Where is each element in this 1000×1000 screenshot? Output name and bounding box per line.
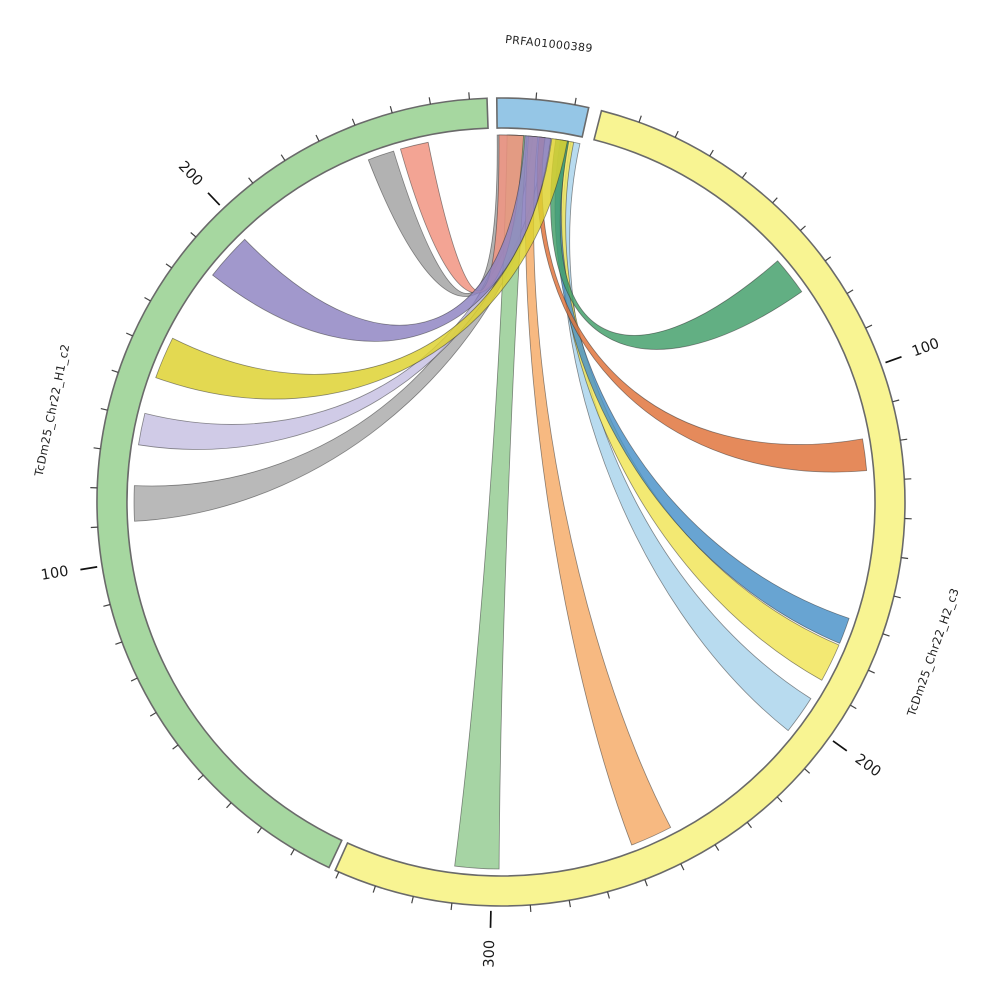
tick-minor-H1-160 [126,332,133,337]
ribbon-purple [211,135,552,342]
tick-label-H2-100: 100 [910,336,941,360]
tick-minor-H2-110 [892,399,900,403]
tick-minor-H2-30 [709,149,714,157]
tick-minor-H1-50 [172,744,179,750]
tick-minor-H2-320 [411,896,414,904]
tick-minor-H2-180 [868,669,875,674]
tick-major-H2-100 [885,356,902,364]
tick-minor-H1-130 [93,447,101,450]
tick-minor-H1-60 [149,711,157,717]
ideogram-H1 [96,97,489,869]
tick-minor-H2-270 [606,891,610,899]
tick-major-H2-200 [832,740,848,752]
tick-minor-H1-150 [111,369,119,373]
tick-label-H2-200: 200 [852,751,884,780]
tick-minor-contig-10 [535,92,538,100]
tick-minor-H2-70 [824,256,832,262]
tick-minor-H2-190 [849,704,857,710]
tick-minor-H1-250 [389,106,393,114]
tick-minor-H2-330 [372,885,376,893]
tick-minor-H1-240 [351,118,356,126]
tick-minor-H2-340 [335,871,340,879]
tick-minor-H1-170 [144,296,151,302]
tick-minor-H1-90 [103,603,111,607]
tick-minor-H2-120 [900,438,908,441]
tick-label-H2-300: 300 [482,940,499,968]
tick-minor-H1-270 [468,92,470,100]
tick-minor-H1-180 [165,263,173,269]
tick-minor-H2-160 [893,595,901,599]
tick-minor-H2-250 [680,863,685,871]
tick-minor-H2-10 [638,115,642,123]
ideogram-contig [495,97,590,138]
tick-minor-H1-220 [280,154,286,161]
tick-minor-H1-80 [115,641,123,645]
tick-minor-H2-50 [772,197,778,204]
tick-label-H1-100: 100 [40,564,70,584]
tick-major-H1-100 [80,566,98,571]
tick-minor-H1-30 [226,802,232,809]
tick-minor-H2-220 [776,796,783,803]
ribbon-salmon [399,134,524,294]
tick-minor-contig-20 [574,97,577,105]
tick-minor-H1-260 [428,97,431,105]
tick-major-H1-200 [207,192,221,206]
tick-minor-H2-20 [674,130,679,138]
tick-label-H1-200: 200 [175,159,206,190]
ribbon-yellow-left [155,138,568,400]
tick-minor-H1-190 [190,232,197,238]
tick-minor-H1-230 [315,134,320,142]
tick-minor-H2-80 [846,289,854,295]
tick-minor-H2-40 [741,171,747,179]
tick-minor-H2-60 [799,225,806,232]
tick-minor-H2-210 [804,768,811,774]
tick-minor-H2-240 [714,844,720,851]
tick-minor-H1-40 [197,774,204,781]
tick-minor-H2-230 [746,821,752,829]
tick-minor-H1-140 [100,408,108,411]
tick-minor-H2-90 [865,324,873,329]
tick-minor-H2-170 [882,633,890,637]
tick-minor-H1-210 [248,177,254,184]
tick-minor-H1-10 [290,848,295,856]
tick-minor-H2-150 [901,557,909,560]
tick-minor-H2-260 [644,879,648,887]
ideogram-H2 [334,109,906,907]
tick-minor-H1-20 [257,827,263,834]
tick-minor-H2-290 [529,904,532,912]
tick-minor-H2-310 [450,902,453,911]
tick-minor-H1-70 [130,677,138,682]
tick-minor-H2-280 [568,900,571,908]
